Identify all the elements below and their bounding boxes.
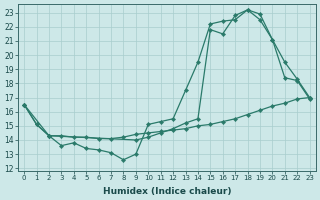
X-axis label: Humidex (Indice chaleur): Humidex (Indice chaleur) (103, 187, 231, 196)
